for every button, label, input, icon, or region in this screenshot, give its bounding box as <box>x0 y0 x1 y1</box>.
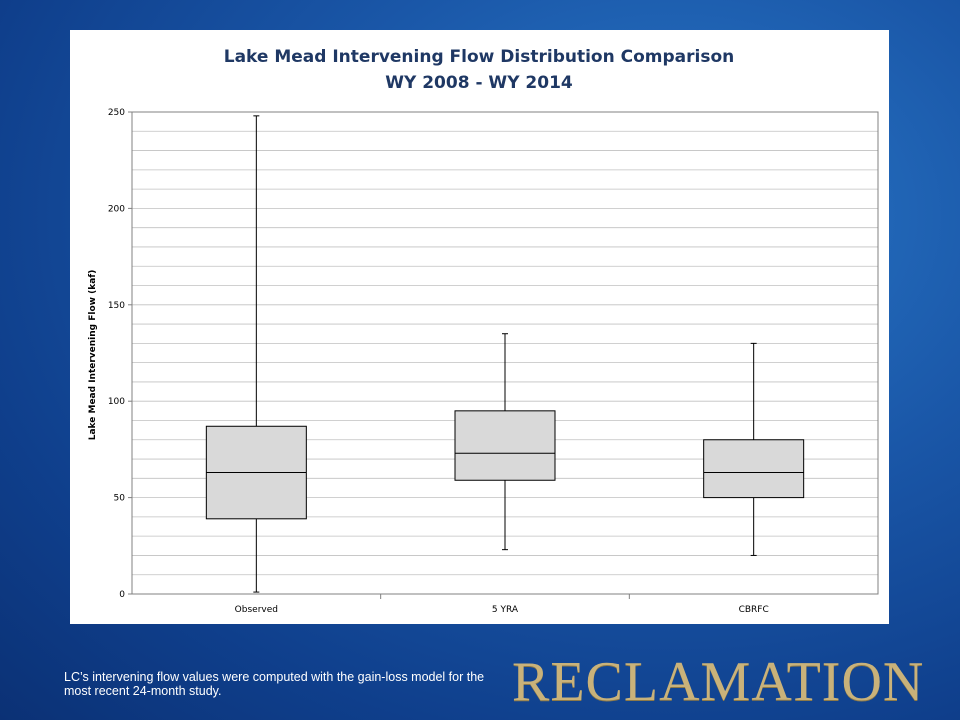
box-layer <box>205 115 805 593</box>
y-tick-label: 200 <box>108 204 125 214</box>
axis-layer: 0 50 100 150 200 250 Observed 5 YRA CBRFC <box>108 108 879 615</box>
chart-subtitle: WY 2008 - WY 2014 <box>385 73 573 93</box>
plot-area-border <box>131 111 879 595</box>
box-plot-chart: Lake Mead Intervening Flow Distribution … <box>88 47 879 615</box>
reclamation-logo: RECLAMATION <box>512 651 925 713</box>
y-tick-label: 50 <box>114 494 126 504</box>
y-tick-label: 100 <box>108 397 125 407</box>
y-axis-label: Lake Mead Intervening Flow (kaf) <box>88 270 98 441</box>
x-tick-label: Observed <box>235 605 278 615</box>
box-cbrfc <box>703 439 805 499</box>
chart-title: Lake Mead Intervening Flow Distribution … <box>224 47 735 67</box>
footnote: LC’s intervening flow values were comput… <box>64 670 485 698</box>
y-tick-label: 0 <box>119 590 125 600</box>
chart-panel: Lake Mead Intervening Flow Distribution … <box>70 30 889 624</box>
y-tick-label: 150 <box>108 301 125 311</box>
x-tick-label: 5 YRA <box>492 605 519 615</box>
y-tick-label: 250 <box>108 108 125 118</box>
x-tick-label: CBRFC <box>739 605 769 615</box>
box-5-yra <box>454 410 556 481</box>
